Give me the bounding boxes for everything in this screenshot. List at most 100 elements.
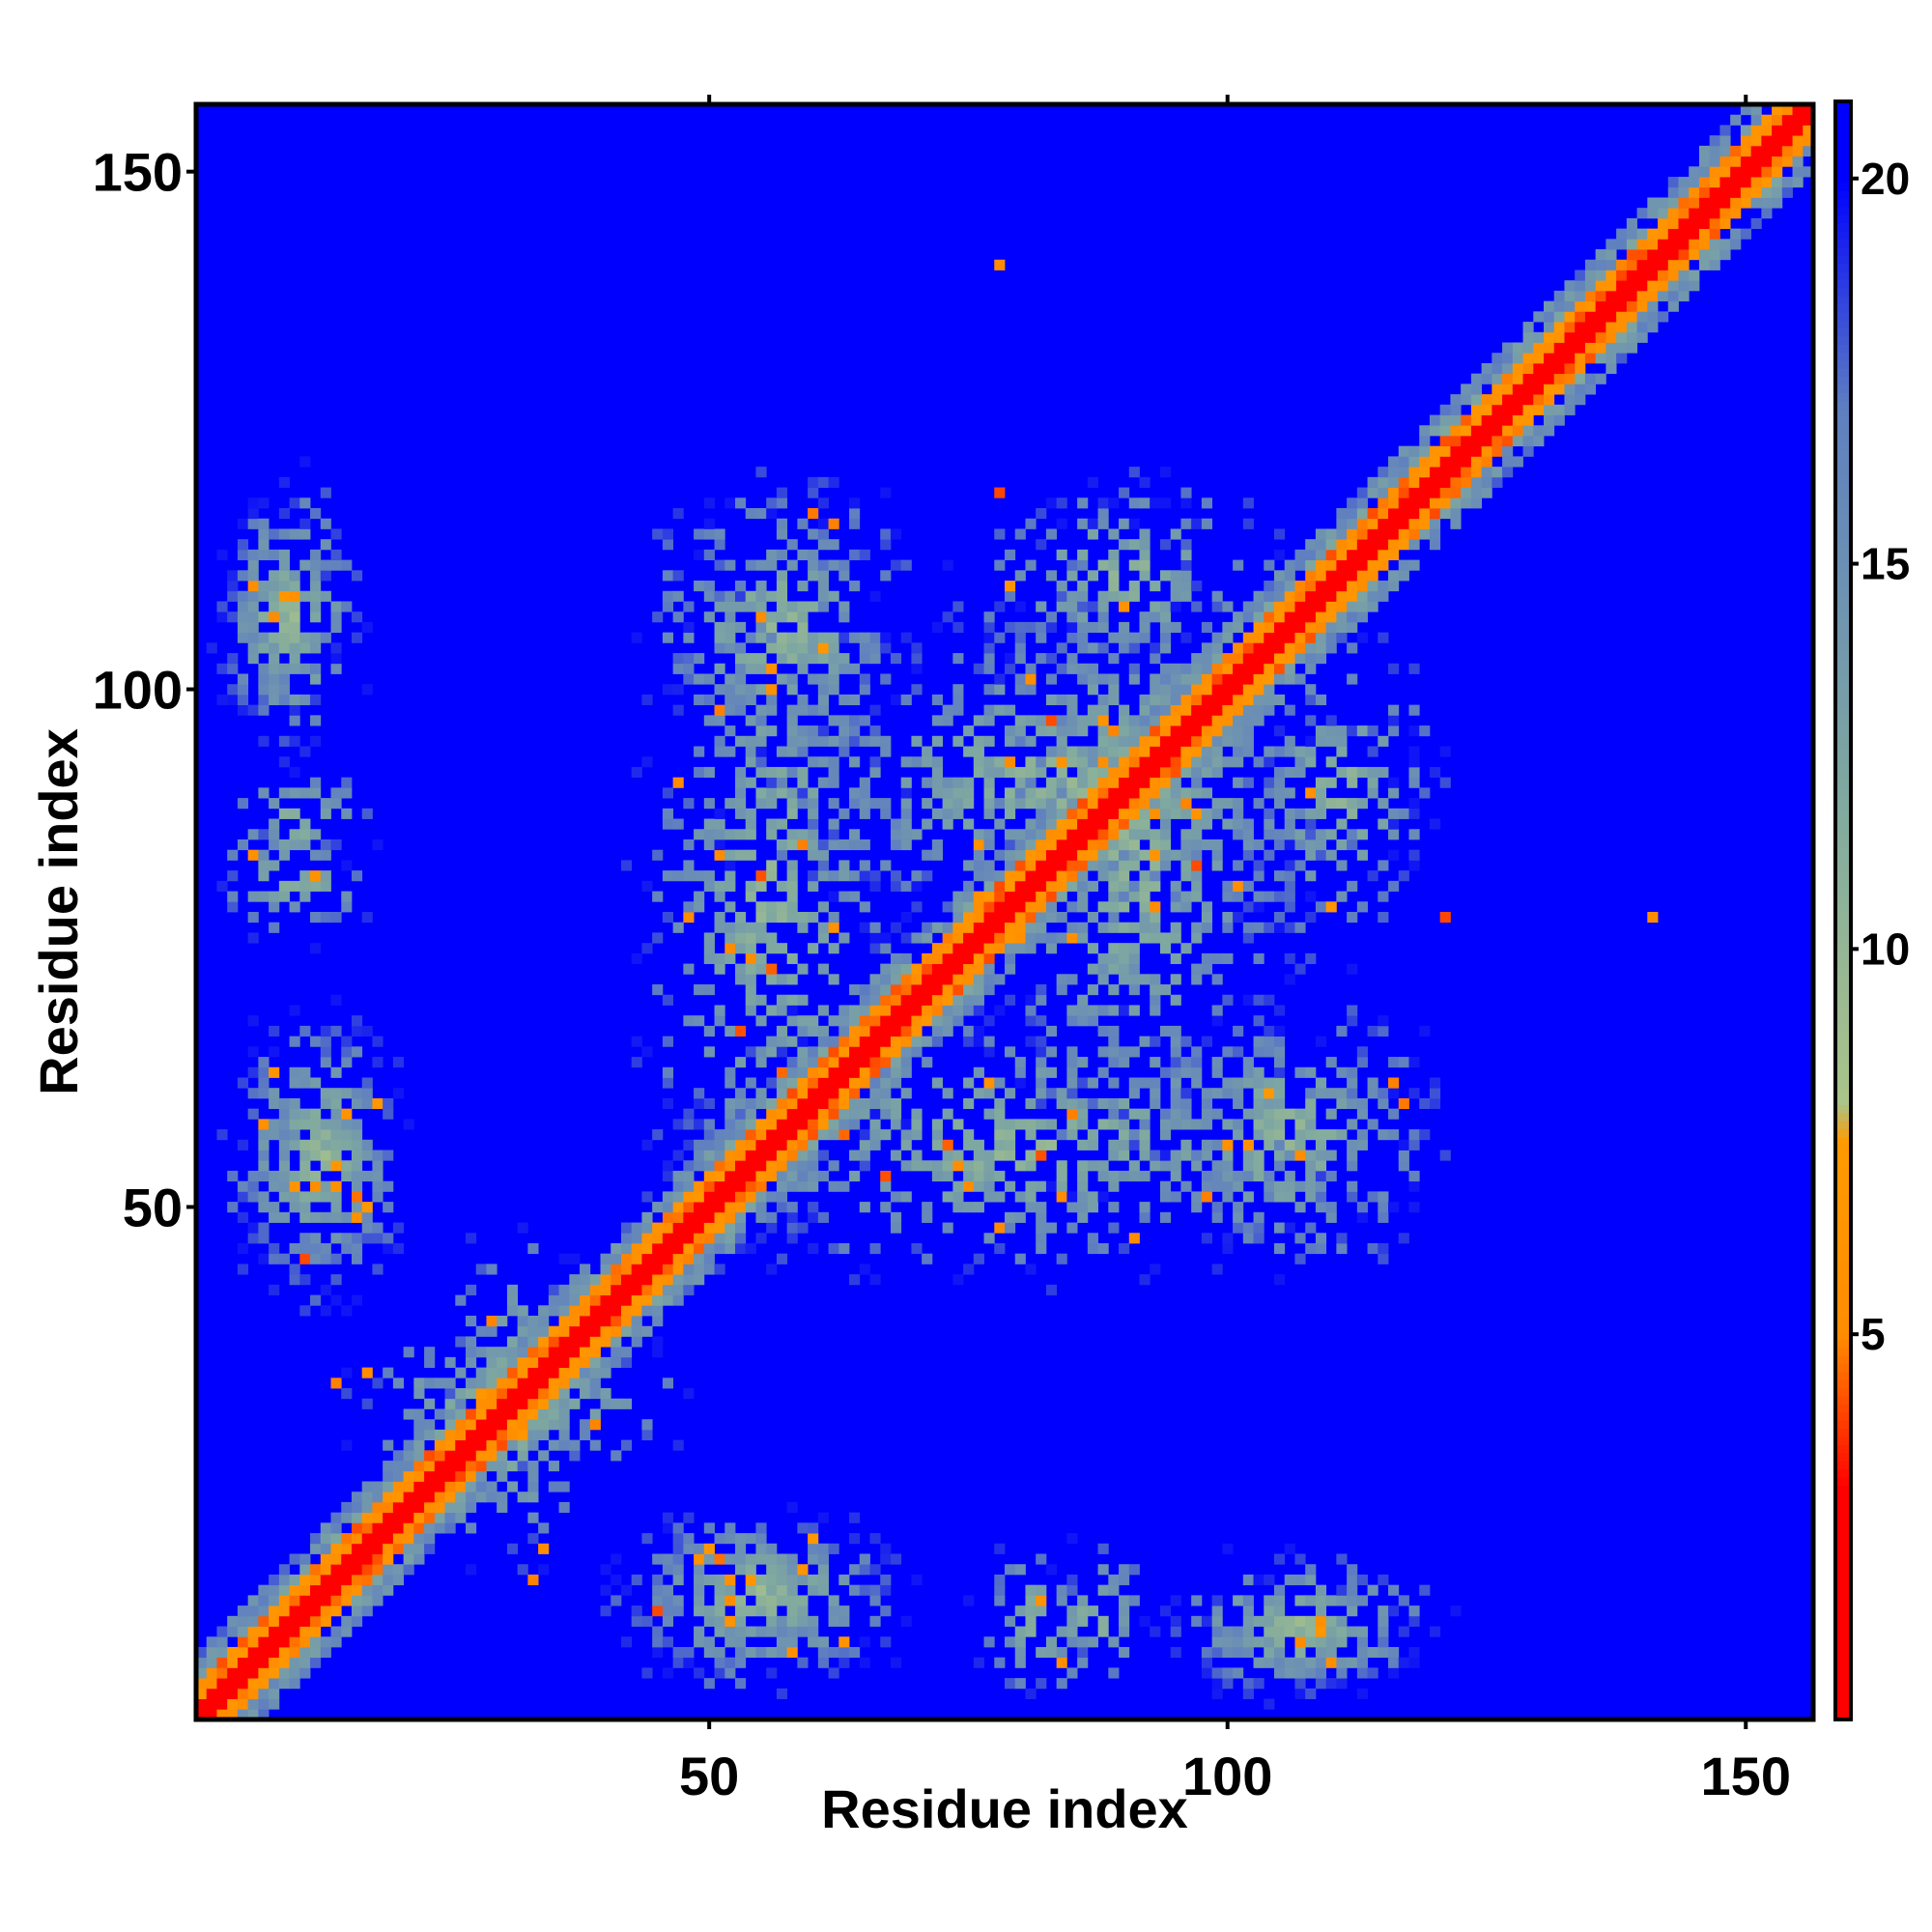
heatmap-cell bbox=[351, 632, 363, 643]
heatmap-cell bbox=[983, 880, 995, 892]
heatmap-cell bbox=[828, 1160, 839, 1172]
heatmap-cell bbox=[1211, 1202, 1223, 1213]
heatmap-cell bbox=[973, 756, 984, 768]
heatmap-cell bbox=[1336, 1066, 1348, 1078]
heatmap-cell bbox=[1180, 766, 1192, 779]
colorbar-segment bbox=[1835, 166, 1851, 175]
heatmap-cell bbox=[1305, 632, 1317, 643]
heatmap-cell bbox=[1191, 673, 1203, 685]
heatmap-cell bbox=[1325, 1595, 1337, 1606]
heatmap-cell bbox=[1005, 943, 1016, 954]
heatmap-cell bbox=[1439, 445, 1451, 457]
heatmap-cell bbox=[641, 1429, 653, 1441]
heatmap-cell bbox=[942, 952, 953, 964]
heatmap-cell bbox=[237, 1191, 249, 1203]
heatmap-cell bbox=[1325, 1678, 1337, 1690]
colorbar-segment bbox=[1835, 1614, 1851, 1624]
heatmap-cell bbox=[849, 1108, 861, 1120]
heatmap-cell bbox=[1233, 715, 1244, 726]
heatmap-cell bbox=[1605, 290, 1617, 302]
heatmap-cell bbox=[745, 663, 756, 674]
heatmap-cell bbox=[1191, 653, 1203, 665]
heatmap-cell bbox=[548, 1294, 559, 1306]
heatmap-cell bbox=[776, 601, 788, 612]
heatmap-cell bbox=[1056, 1160, 1067, 1172]
heatmap-cell bbox=[475, 1408, 487, 1420]
heatmap-cell bbox=[859, 901, 870, 913]
heatmap-cell bbox=[1522, 404, 1534, 415]
heatmap-cell bbox=[413, 1533, 425, 1545]
heatmap-cell bbox=[963, 994, 975, 1006]
heatmap-cell bbox=[1439, 1150, 1451, 1161]
heatmap-cell bbox=[1347, 1005, 1358, 1016]
heatmap-cell bbox=[1336, 601, 1348, 612]
heatmap-cell bbox=[786, 1139, 798, 1151]
heatmap-cell bbox=[1036, 891, 1047, 902]
heatmap-cell bbox=[1077, 849, 1089, 861]
heatmap-cell bbox=[714, 1233, 725, 1244]
heatmap-cell bbox=[1305, 746, 1317, 757]
heatmap-cell bbox=[620, 1316, 633, 1327]
heatmap-cell bbox=[1077, 756, 1089, 768]
heatmap-cell bbox=[278, 1129, 290, 1141]
heatmap-cell bbox=[455, 1439, 467, 1451]
heatmap-cell bbox=[620, 860, 633, 871]
heatmap-cell bbox=[1005, 766, 1016, 779]
heatmap-cell bbox=[942, 901, 953, 913]
heatmap-cell bbox=[724, 1097, 736, 1110]
heatmap-cell bbox=[361, 1222, 373, 1234]
colorbar-segment bbox=[1835, 1485, 1851, 1494]
heatmap-cell bbox=[1139, 901, 1151, 913]
heatmap-cell bbox=[1211, 974, 1223, 985]
heatmap-cell bbox=[994, 1108, 1006, 1120]
heatmap-cell bbox=[1139, 849, 1151, 861]
heatmap-cell bbox=[890, 922, 902, 933]
heatmap-cell bbox=[1388, 787, 1400, 799]
heatmap-cell bbox=[1356, 487, 1368, 498]
heatmap-cell bbox=[849, 715, 861, 726]
heatmap-cell bbox=[1128, 581, 1140, 592]
heatmap-cell bbox=[683, 1543, 695, 1554]
heatmap-cell bbox=[828, 1088, 839, 1099]
heatmap-cell bbox=[1128, 1139, 1140, 1151]
heatmap-cell bbox=[351, 1553, 363, 1565]
heatmap-cell bbox=[745, 601, 756, 612]
heatmap-cell bbox=[455, 1501, 467, 1514]
heatmap-cell bbox=[1097, 1242, 1109, 1255]
heatmap-cell bbox=[755, 1646, 767, 1659]
heatmap-cell bbox=[1159, 715, 1172, 726]
heatmap-cell bbox=[1253, 901, 1264, 913]
heatmap-cell bbox=[869, 1564, 881, 1576]
heatmap-cell bbox=[1305, 653, 1317, 665]
heatmap-cell bbox=[776, 1253, 788, 1264]
colorbar-segment bbox=[1835, 1274, 1851, 1284]
heatmap-cell bbox=[1045, 673, 1058, 685]
heatmap-cell bbox=[1419, 1097, 1431, 1110]
heatmap-cell bbox=[589, 1419, 601, 1431]
heatmap-cell bbox=[1119, 901, 1130, 913]
heatmap-cell bbox=[1087, 1605, 1098, 1617]
heatmap-cell bbox=[1014, 1211, 1026, 1223]
heatmap-cell bbox=[849, 1274, 861, 1286]
colorbar-segment bbox=[1835, 344, 1851, 354]
heatmap-cell bbox=[1014, 838, 1026, 851]
heatmap-cell bbox=[662, 1202, 674, 1213]
heatmap-cell bbox=[1097, 787, 1109, 799]
heatmap-cell bbox=[859, 1636, 870, 1648]
colorbar-segment bbox=[1835, 1015, 1851, 1025]
heatmap-cell bbox=[310, 1543, 322, 1554]
heatmap-cell bbox=[1025, 1191, 1037, 1203]
heatmap-cell bbox=[849, 1025, 861, 1037]
heatmap-cell bbox=[766, 1150, 778, 1161]
heatmap-cell bbox=[278, 735, 290, 747]
heatmap-cell bbox=[486, 1356, 497, 1368]
heatmap-cell bbox=[1150, 1005, 1161, 1016]
colorbar-segment bbox=[1835, 619, 1851, 628]
heatmap-cell bbox=[330, 1097, 342, 1110]
heatmap-cell bbox=[1408, 508, 1420, 520]
heatmap-cell bbox=[1036, 1595, 1047, 1606]
heatmap-cell bbox=[1108, 922, 1120, 933]
heatmap-cell bbox=[1201, 838, 1213, 851]
heatmap-cell bbox=[1294, 1202, 1306, 1213]
heatmap-cell bbox=[973, 1036, 984, 1047]
